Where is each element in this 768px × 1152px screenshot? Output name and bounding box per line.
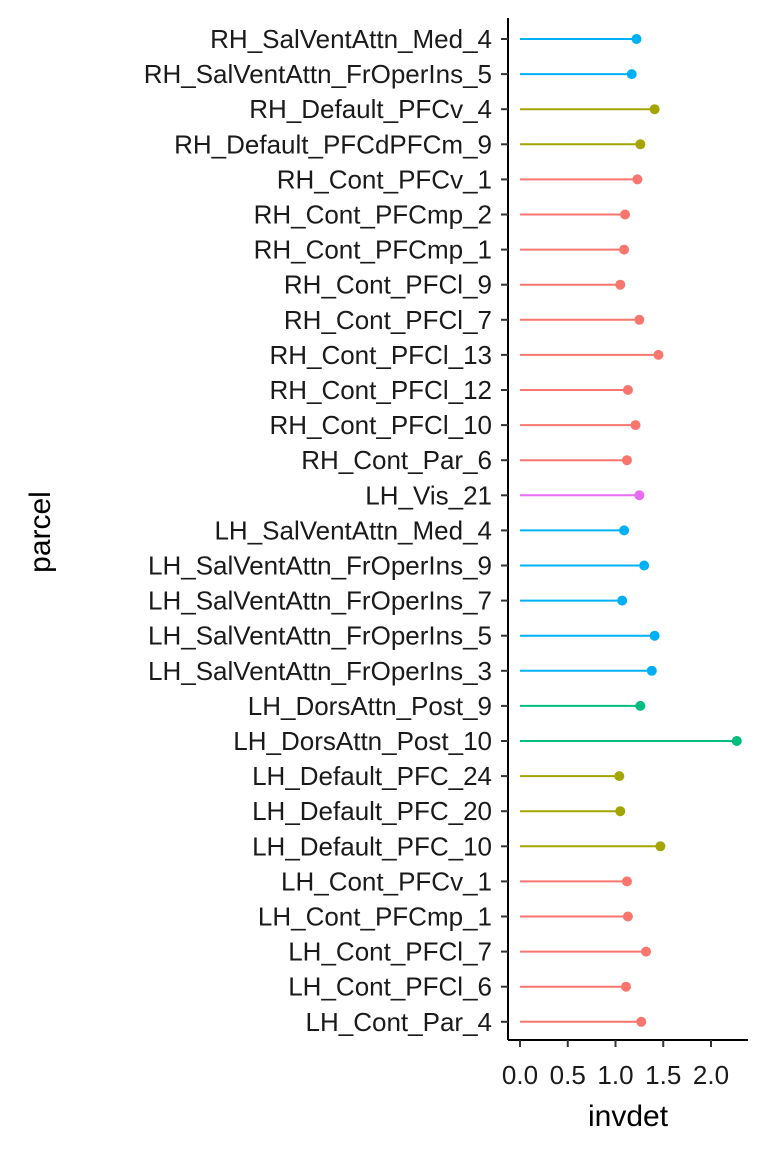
y-tick-label: LH_DorsAttn_Post_10 — [233, 726, 492, 756]
lollipop-point — [631, 34, 642, 44]
lollipop-point — [621, 876, 632, 887]
lollipop-point — [646, 665, 657, 676]
lollipop-point — [649, 630, 660, 641]
lollipop-point — [621, 981, 632, 992]
lollipop-point — [619, 244, 630, 255]
y-tick-label: RH_Cont_PFCv_1 — [277, 164, 492, 194]
y-tick-label: RH_Cont_PFCl_13 — [269, 340, 492, 370]
y-axis-title: parcel — [24, 491, 57, 573]
y-tick-label: LH_SalVentAttn_FrOperIns_7 — [148, 586, 492, 616]
y-tick-label: RH_Cont_PFCl_10 — [269, 410, 492, 440]
x-tick-label: 1.5 — [645, 1060, 681, 1090]
y-tick-label: RH_Cont_PFCl_9 — [284, 270, 492, 300]
x-tick-label: 0.0 — [502, 1060, 538, 1090]
x-axis: 0.0 0.5 1.0 1.5 2.0 — [502, 1039, 748, 1090]
x-tick-label: 2.0 — [693, 1060, 729, 1090]
y-tick-label: LH_SalVentAttn_FrOperIns_3 — [148, 656, 492, 686]
lollipop-point — [641, 946, 652, 957]
lollipop-point — [655, 841, 666, 852]
y-tick-label: LH_Cont_Par_4 — [306, 1007, 492, 1037]
lollipop-point — [653, 349, 664, 360]
lollipop-point — [621, 455, 632, 466]
y-tick-label: LH_Default_PFC_10 — [252, 831, 492, 861]
lollipop-point — [632, 174, 643, 185]
lollipop-point — [622, 911, 633, 922]
y-tick-label: RH_Cont_PFCl_12 — [269, 375, 492, 405]
y-tick-label: RH_Default_PFCdPFCm_9 — [174, 129, 492, 159]
y-tick-label: RH_Cont_PFCl_7 — [284, 305, 492, 335]
lollipop-point — [617, 595, 628, 606]
y-tick-label: RH_Default_PFCv_4 — [249, 94, 492, 124]
lollipop-point — [649, 104, 660, 115]
lollipop-point — [731, 736, 742, 746]
x-tick-label: 0.5 — [550, 1060, 586, 1090]
y-tick-label: RH_Cont_PFCmp_1 — [254, 235, 492, 265]
lollipop-point — [635, 139, 646, 150]
lollipop-point — [639, 560, 650, 571]
lollipop-point — [615, 279, 626, 290]
lollipop-point — [614, 771, 625, 782]
lollipop-point — [636, 1016, 647, 1027]
x-tick-label: 1.0 — [597, 1060, 633, 1090]
y-tick-label: LH_SalVentAttn_FrOperIns_5 — [148, 621, 492, 651]
lollipop-point — [622, 385, 633, 395]
lollipop-point — [630, 420, 641, 431]
lollipop-point — [626, 69, 637, 80]
y-tick-label: LH_Cont_PFCv_1 — [281, 866, 492, 896]
lollipop-point — [634, 314, 645, 325]
lollipop-point — [635, 700, 646, 711]
lollipop-point — [619, 525, 630, 536]
y-tick-label: RH_SalVentAttn_Med_4 — [210, 24, 492, 54]
y-tick-label: LH_SalVentAttn_FrOperIns_9 — [148, 551, 492, 581]
y-tick-label: LH_SalVentAttn_Med_4 — [214, 515, 492, 545]
y-tick-label: LH_Default_PFC_24 — [252, 761, 492, 791]
y-tick-label: LH_Vis_21 — [365, 480, 492, 510]
x-axis-title: invdet — [588, 1100, 669, 1133]
y-tick-label: RH_SalVentAttn_FrOperIns_5 — [144, 59, 492, 89]
y-tick-label: LH_Default_PFC_20 — [252, 796, 492, 826]
lollipop-point — [620, 209, 631, 220]
y-tick-label: RH_Cont_PFCmp_2 — [254, 200, 492, 230]
lollipop-point — [615, 806, 626, 817]
y-axis: RH_SalVentAttn_Med_4 RH_SalVentAttn_FrOpe… — [144, 18, 509, 1040]
y-tick-label: LH_Cont_PFCl_6 — [288, 972, 492, 1002]
y-tick-label: LH_DorsAttn_Post_9 — [248, 691, 492, 721]
lollipop-point — [634, 490, 645, 501]
y-tick-label: LH_Cont_PFCl_7 — [288, 937, 492, 967]
y-tick-label: LH_Cont_PFCmp_1 — [258, 902, 492, 932]
y-tick-label: RH_Cont_Par_6 — [301, 445, 492, 475]
lollipop-layer — [520, 34, 742, 1027]
